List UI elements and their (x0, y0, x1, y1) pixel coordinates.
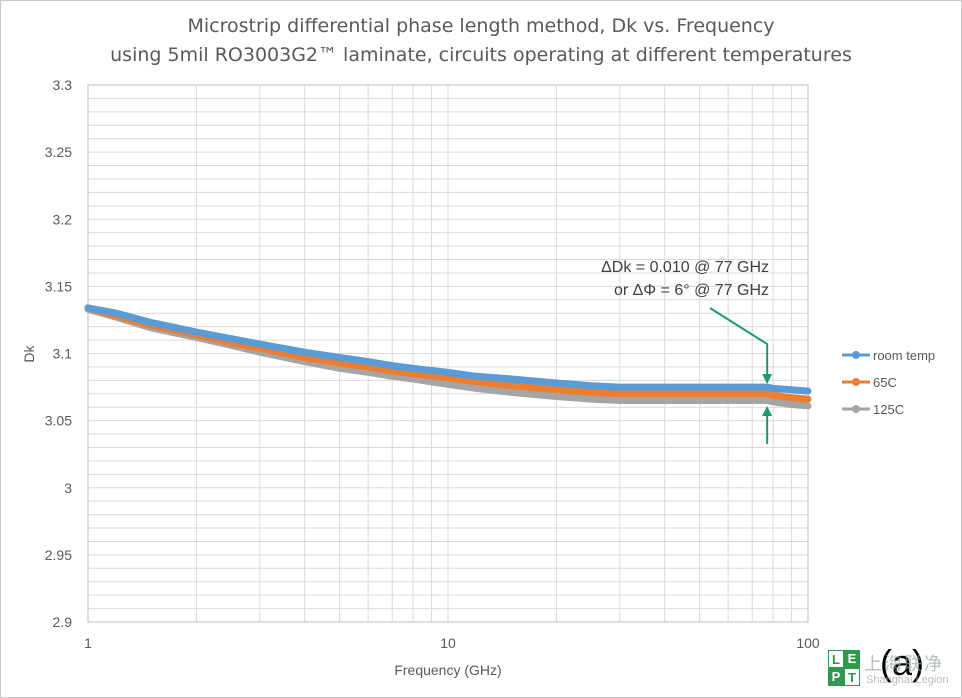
legend-label: room temp (873, 348, 935, 363)
y-tick-label: 3.3 (53, 77, 73, 93)
x-tick-label: 10 (440, 635, 456, 651)
x-tick-label: 100 (796, 635, 820, 651)
axes (87, 84, 809, 623)
y-tick-label: 3.25 (45, 144, 72, 160)
grid-lines (87, 84, 809, 623)
logo-letter: T (844, 668, 860, 686)
y-tick-label: 2.95 (45, 547, 72, 563)
y-axis-label: Dk (21, 344, 37, 362)
x-tick-label: 1 (84, 635, 92, 651)
tick-labels: 3.3 3.25 3.2 3.15 3.1 3.05 3 2.95 2.9 1 10 100 (45, 77, 820, 651)
watermark-logo: L E P T (828, 650, 860, 686)
series-lines (84, 304, 812, 410)
logo-letter: L (828, 650, 844, 668)
legend-marker (852, 378, 860, 386)
legend-label: 125C (873, 402, 904, 417)
x-axis-label: Frequency (GHz) (394, 662, 501, 678)
y-tick-label: 3 (64, 480, 72, 496)
watermark-subtext: Shanghai Legion (866, 674, 949, 686)
y-tick-label: 3.2 (53, 211, 73, 227)
logo-letter: P (828, 668, 844, 686)
legend-label: 65C (873, 375, 897, 390)
annotation-delta-dk: ΔDk = 0.010 @ 77 GHz (601, 259, 769, 276)
y-tick-label: 3.05 (45, 413, 72, 429)
annotation-arrow-down (762, 374, 773, 384)
series-line-65c (84, 304, 812, 403)
legend-marker (852, 351, 860, 359)
annotation-arrow-up (762, 406, 773, 416)
logo-letter: E (844, 650, 860, 668)
watermark-text: 上海联净 (864, 654, 944, 674)
series-line-room-temp (84, 304, 812, 395)
chart-title-line-2: using 5mil RO3003G2™ laminate, circuits … (110, 44, 852, 66)
legend: room temp 65C 125C (842, 348, 935, 417)
annotation-leader-line (709, 307, 769, 376)
y-tick-label: 3.15 (45, 278, 72, 294)
legend-marker (852, 405, 860, 413)
plot-area-border (87, 84, 809, 623)
annotations: ΔDk = 0.010 @ 77 GHz or ΔΦ = 6° @ 77 GHz (601, 259, 773, 444)
chart-title-line-1: Microstrip differential phase length met… (187, 15, 775, 37)
annotation-delta-phase: or ΔΦ = 6° @ 77 GHz (614, 282, 769, 299)
y-tick-label: 3.1 (53, 346, 73, 362)
y-tick-label: 2.9 (53, 614, 73, 630)
panel-label: (a) (880, 642, 924, 683)
